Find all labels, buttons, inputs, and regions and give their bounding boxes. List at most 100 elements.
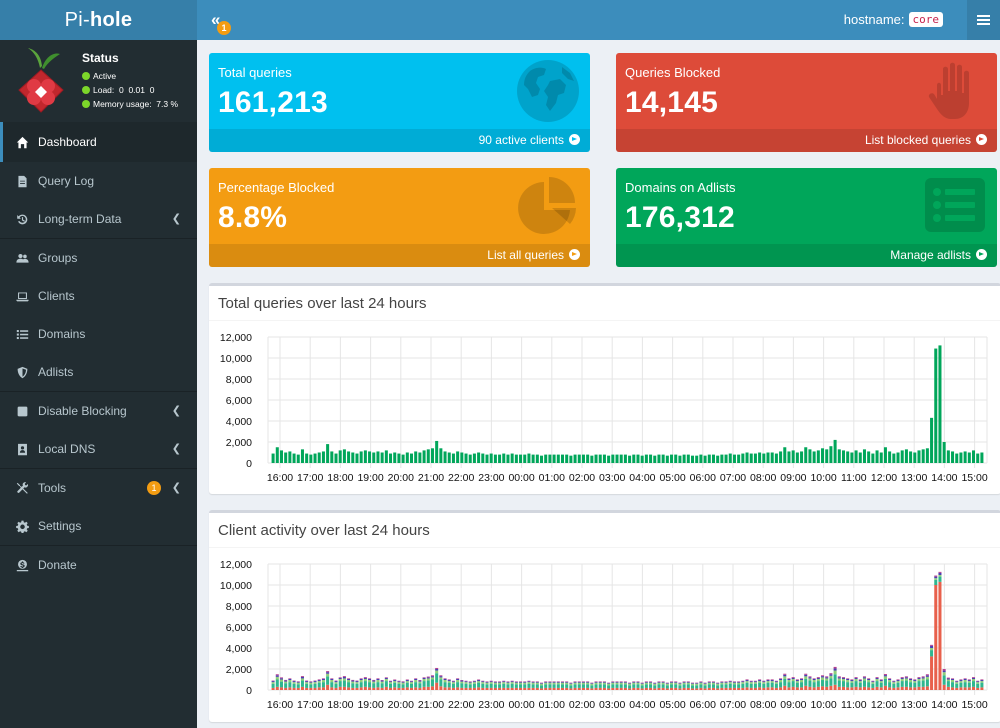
x-tick-label: 08:00	[750, 472, 776, 484]
sidebar-item-donate[interactable]: Donate	[0, 546, 197, 584]
bar	[535, 682, 539, 685]
status-dot-icon	[82, 72, 90, 80]
control-sidebar-button[interactable]	[967, 0, 1000, 40]
bar	[640, 683, 644, 686]
box-title: Queries Blocked	[625, 65, 721, 80]
bar	[472, 453, 476, 463]
bar	[661, 681, 665, 682]
bar	[321, 678, 325, 681]
bar	[594, 454, 598, 463]
bar	[607, 685, 611, 689]
bar	[359, 680, 363, 683]
bar	[292, 681, 296, 683]
bar	[309, 684, 313, 688]
bar	[556, 687, 560, 690]
bar	[804, 447, 808, 463]
bar	[464, 682, 468, 684]
bar	[816, 678, 820, 682]
x-tick-label: 07:00	[720, 472, 746, 484]
sidebar-item-local-dns[interactable]: Local DNS ❮	[0, 430, 197, 468]
list-blocked-queries-link[interactable]: List blocked queries	[616, 129, 997, 152]
x-tick-label: 21:00	[418, 472, 444, 484]
bar	[812, 678, 816, 681]
active-clients-link[interactable]: 90 active clients	[209, 129, 590, 152]
x-tick-label: 05:00	[659, 472, 685, 484]
bar	[632, 684, 636, 688]
bar	[921, 680, 925, 687]
bar	[649, 681, 653, 682]
bar	[753, 683, 757, 688]
pihole-logo-icon	[18, 48, 64, 113]
bar	[514, 681, 518, 683]
sidebar-item-tools[interactable]: Tools 1 ❮	[0, 469, 197, 507]
manage-adlists-link[interactable]: Manage adlists	[616, 244, 997, 267]
bar	[573, 687, 577, 690]
sidebar-item-clients[interactable]: Clients	[0, 277, 197, 315]
bar	[913, 681, 917, 683]
sidebar-item-long-term-data[interactable]: Long-term Data ❮	[0, 200, 197, 238]
bar	[821, 680, 825, 687]
bar	[795, 680, 799, 682]
sidebar-toggle-button[interactable]: «	[211, 10, 220, 30]
double-chevron-left-icon: «	[211, 10, 221, 29]
bar	[942, 442, 946, 463]
x-tick-label: 18:00	[327, 472, 353, 484]
bar	[359, 678, 363, 679]
bar	[363, 681, 367, 687]
sidebar-item-groups[interactable]: Groups	[0, 239, 197, 277]
bar	[271, 683, 275, 688]
bar	[816, 677, 820, 678]
bar	[368, 678, 372, 679]
bar	[347, 678, 351, 681]
bar	[523, 684, 527, 688]
bar	[808, 686, 812, 690]
sidebar-item-query-log[interactable]: Query Log	[0, 162, 197, 200]
bar	[338, 681, 342, 687]
app-logo[interactable]: Pi-hole	[0, 0, 197, 40]
bar	[531, 681, 535, 683]
bar	[397, 681, 401, 683]
bar	[783, 674, 787, 677]
sidebar-item-adlists[interactable]: Adlists	[0, 353, 197, 391]
bar	[758, 452, 762, 463]
bar	[326, 676, 330, 685]
hostname-value: core	[908, 12, 943, 27]
bar	[749, 681, 753, 683]
bar	[321, 451, 325, 463]
bar	[841, 677, 846, 678]
bar	[691, 683, 695, 684]
sidebar-item-dashboard[interactable]: Dashboard	[0, 122, 197, 162]
bar	[514, 684, 518, 688]
x-tick-label: 12:00	[871, 472, 897, 484]
bar	[376, 680, 380, 683]
bar	[770, 681, 774, 683]
sidebar-item-disable-blocking[interactable]: Disable Blocking ❮	[0, 392, 197, 430]
bar	[879, 452, 883, 463]
bar	[741, 453, 745, 463]
bar	[841, 686, 846, 690]
bar	[737, 682, 741, 685]
bar	[892, 687, 896, 690]
bar	[284, 683, 288, 688]
bar	[917, 678, 921, 682]
bar	[640, 685, 644, 689]
sidebar-item-domains[interactable]: Domains	[0, 315, 197, 353]
bar	[758, 682, 762, 688]
bar	[409, 453, 414, 463]
bar	[883, 675, 887, 677]
bar	[380, 681, 384, 684]
bar	[644, 682, 648, 685]
bar	[426, 676, 430, 678]
bar	[376, 678, 380, 681]
chevron-left-icon: ❮	[171, 443, 181, 455]
bar	[552, 454, 556, 463]
sidebar-item-settings[interactable]: Settings	[0, 507, 197, 545]
bar	[300, 676, 304, 677]
bar	[636, 454, 640, 463]
bar	[892, 453, 896, 463]
bar	[661, 682, 665, 685]
bar	[623, 681, 627, 682]
bar	[711, 682, 715, 685]
list-all-queries-link[interactable]: List all queries	[209, 244, 590, 267]
bar	[456, 687, 460, 691]
